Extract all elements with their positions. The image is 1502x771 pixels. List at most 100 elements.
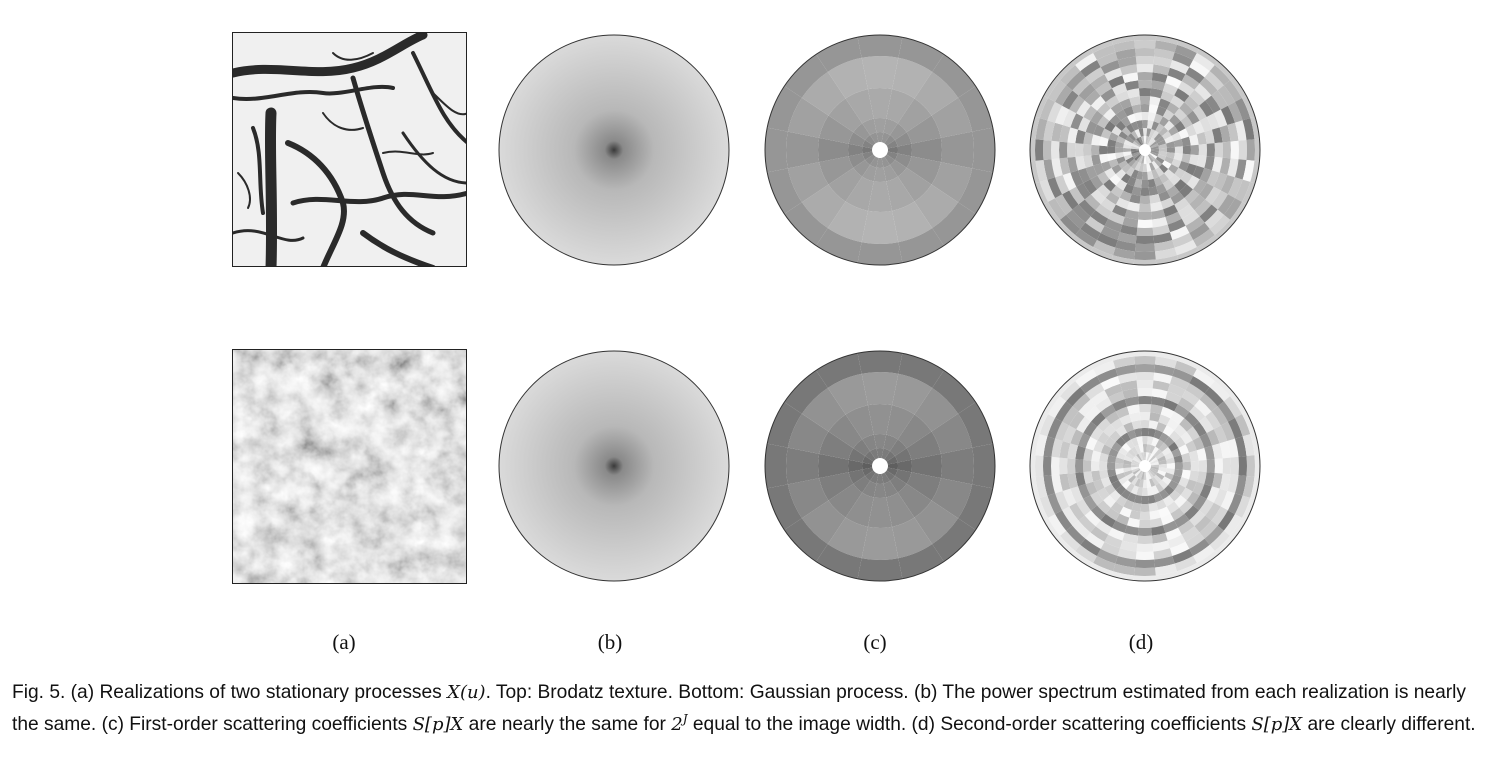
polar-wedge (1204, 156, 1215, 171)
polar-wedge (1157, 139, 1167, 146)
polar-wedge (1136, 120, 1143, 129)
polar-wedge (1162, 425, 1175, 437)
polar-wedge (1209, 380, 1231, 402)
polar-wedge (1165, 527, 1182, 541)
polar-wedge (1090, 175, 1104, 190)
polar-wedge (828, 414, 863, 449)
polar-wedge (1196, 471, 1207, 484)
polar-wedge (1158, 143, 1167, 149)
polar-wedge (1125, 136, 1135, 144)
polar-wedge (1227, 474, 1239, 494)
polar-wedge (1199, 498, 1214, 516)
polar-wedge (1177, 520, 1195, 535)
polar-wedge (801, 500, 846, 545)
polar-wedge (1181, 469, 1191, 480)
polar-wedge (1177, 81, 1195, 96)
sublabel-c: (c) (863, 630, 887, 654)
polar-wedge (1151, 396, 1166, 407)
polar-wedge (1062, 425, 1077, 444)
polar-wedge (1214, 458, 1223, 474)
polar-wedge (886, 467, 898, 477)
polar-wedge (1157, 470, 1167, 477)
polar-wedge (1083, 132, 1094, 145)
polar-wedge (1189, 222, 1210, 240)
polar-wedge (1149, 468, 1158, 475)
polar-wedge (1246, 139, 1255, 161)
polar-wedge (1137, 388, 1153, 397)
polar-wedge (887, 462, 898, 470)
polar-wedge (876, 473, 884, 484)
polar-wedge (1131, 148, 1140, 152)
polar-wedge (1062, 506, 1079, 526)
polar-wedge (1165, 75, 1182, 89)
polar-wedge (1196, 132, 1207, 145)
caption-math-2j: 2J (671, 712, 687, 735)
polar-wedge (1093, 239, 1116, 256)
polar-wedge (1150, 461, 1159, 466)
polar-wedge (1134, 567, 1156, 576)
polar-wedge (1104, 483, 1116, 496)
polar-wedge (1196, 48, 1218, 65)
polar-wedge (1108, 75, 1125, 89)
polar-wedge (1159, 489, 1170, 500)
polar-wedge (857, 351, 903, 374)
polar-wedge (861, 526, 899, 560)
polar-wedge (819, 156, 854, 185)
polar-wedge (1146, 163, 1152, 172)
polar-wedge (1072, 551, 1094, 568)
polar-wedge (1153, 158, 1163, 168)
polar-wedge (1193, 228, 1215, 248)
polar-wedge (1129, 510, 1141, 520)
polar-wedge (1150, 404, 1163, 415)
polar-wedge (1118, 130, 1128, 140)
polar-wedge (1055, 105, 1070, 126)
polar-wedge (1055, 490, 1070, 511)
polar-wedge (894, 469, 912, 484)
circle-outline (764, 350, 996, 582)
polar-wedge (801, 387, 846, 432)
polar-wedge (881, 156, 891, 168)
polar-wedge (1167, 383, 1186, 398)
polar-wedge (816, 544, 862, 579)
polar-wedge (1174, 513, 1190, 528)
polar-wedge (1085, 67, 1105, 84)
circle-outline (1029, 34, 1261, 266)
polar-wedge (1174, 146, 1183, 154)
polar-wedge (1159, 173, 1170, 184)
polar-wedge (1186, 175, 1200, 190)
polar-wedge (887, 146, 898, 154)
polar-wedge (1242, 411, 1256, 435)
polar-wedge (1211, 127, 1223, 144)
polar-wedge (1115, 197, 1130, 210)
polar-wedge (1242, 159, 1255, 182)
polar-wedge (784, 518, 828, 562)
polar-wedge (1051, 140, 1060, 160)
polar-wedge (1158, 147, 1167, 153)
polar-wedge (1039, 98, 1056, 121)
polar-wedge (1162, 109, 1175, 121)
polar-wedge (1121, 126, 1132, 137)
polar-wedge (816, 37, 862, 72)
polar-wedge (1166, 457, 1175, 464)
polar-wedge (1138, 396, 1152, 405)
polar-wedge (1099, 145, 1108, 155)
polar-wedge (1134, 469, 1142, 477)
polar-wedge (1034, 411, 1048, 435)
polar-wedge (1154, 356, 1177, 369)
polar-wedge (1112, 520, 1128, 533)
polar-wedge (819, 472, 854, 501)
polar-wedge (1164, 135, 1174, 144)
polar-wedge (1167, 67, 1186, 82)
polar-wedge (1078, 433, 1091, 449)
polar-wedge (1182, 461, 1191, 471)
polar-wedge (1242, 95, 1256, 119)
polar-wedge (1246, 455, 1255, 477)
polar-wedge (1145, 155, 1150, 164)
polar-wedge (1151, 485, 1160, 495)
polar-wedge (862, 139, 874, 149)
polar-wedge (906, 431, 941, 460)
polar-wedge (1174, 108, 1187, 121)
polar-wedge (1075, 544, 1097, 564)
polar-wedge (883, 164, 898, 182)
polar-wedge (876, 157, 884, 168)
